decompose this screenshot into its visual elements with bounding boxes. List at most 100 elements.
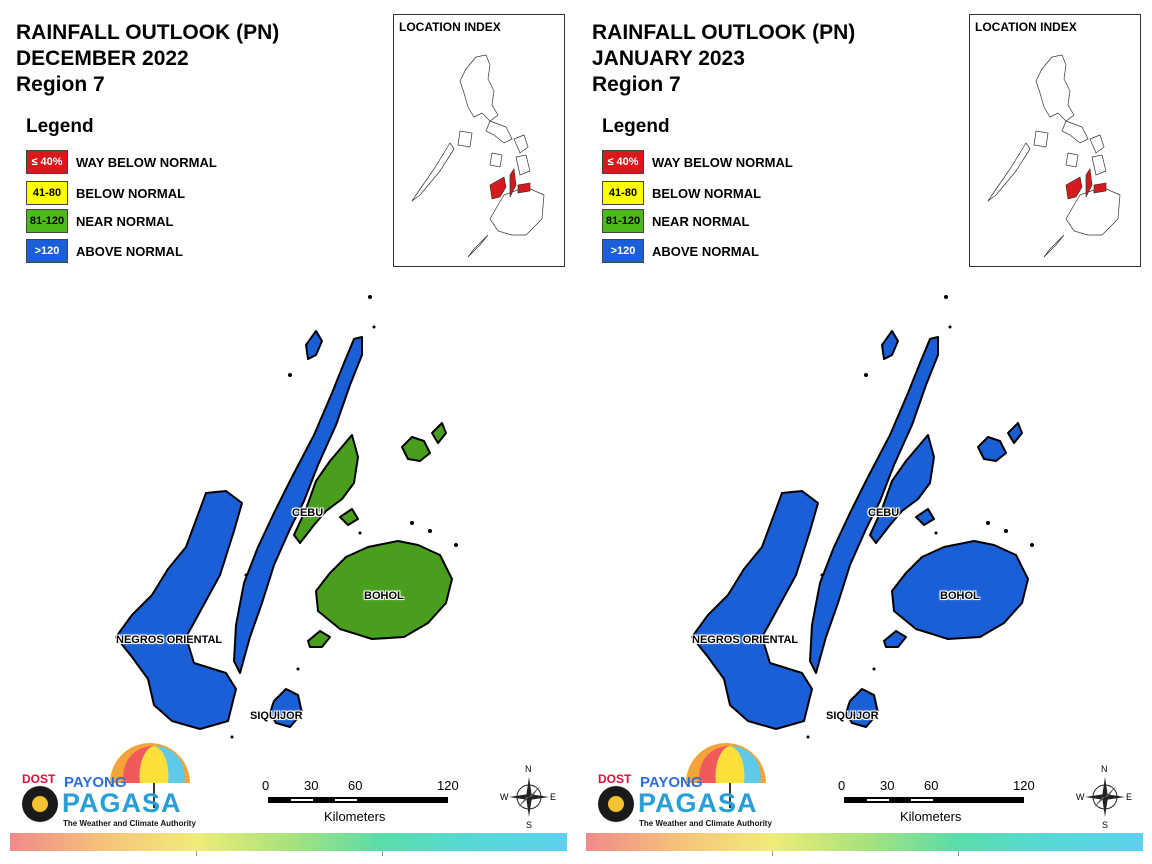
- province-label-bohol: BOHOL: [364, 590, 404, 602]
- legend-swatch: ≤ 40%: [602, 150, 644, 174]
- region7-map: [115, 295, 458, 739]
- compass-n: N: [1101, 764, 1108, 774]
- legend-label: NEAR NORMAL: [652, 213, 750, 229]
- pagasa-logo: DOST PAYONG PAGASA The Weather and Clima…: [590, 738, 780, 833]
- negros-oriental-shape: [115, 490, 243, 730]
- legend-label: ABOVE NORMAL: [76, 243, 183, 259]
- province-label-cebu: CEBU: [868, 507, 900, 519]
- legend-item-way-below: ≤ 40% WAY BELOW NORMAL: [602, 149, 793, 175]
- legend-item-below: 41-80 BELOW NORMAL: [602, 180, 761, 206]
- olango-islet: [915, 508, 935, 526]
- scale-bar: 0 30 60 120 Kilometers: [262, 778, 472, 826]
- scale-bar-graphic: [844, 797, 1024, 803]
- legend-swatch: ≤ 40%: [26, 150, 68, 174]
- philippines-index-map: [411, 54, 545, 258]
- title-line: RAINFALL OUTLOOK (PN): [16, 21, 280, 44]
- pagasa-text: PAGASA: [638, 788, 758, 818]
- scale-bar: 0 30 60 120 Kilometers: [838, 778, 1048, 826]
- bantayan-island: [881, 330, 899, 360]
- siquijor-shape: [845, 688, 879, 728]
- compass-w: W: [500, 792, 509, 802]
- footer-tick: [958, 851, 959, 856]
- location-index-title: LOCATION INDEX: [975, 20, 1077, 34]
- scale-tick: 0: [838, 778, 846, 793]
- legend-label: WAY BELOW NORMAL: [76, 154, 217, 170]
- payong-text: PAYONG: [64, 774, 127, 791]
- legend-swatch: 41-80: [26, 181, 68, 205]
- province-label-bohol: BOHOL: [940, 590, 980, 602]
- legend-swatch: 81-120: [26, 209, 68, 233]
- cebu-shape: [809, 336, 939, 674]
- scale-tick: 120: [437, 778, 459, 793]
- cebu-north-shape: [293, 434, 359, 544]
- bohol-islet: [307, 630, 331, 648]
- title-month: DECEMBER 2022: [16, 47, 189, 70]
- pagasa-tagline: The Weather and Climate Authority: [639, 819, 772, 828]
- title-month: JANUARY 2023: [592, 47, 745, 70]
- outlook-panel-december: RAINFALL OUTLOOK (PN) DECEMBER 2022 Regi…: [10, 14, 567, 856]
- legend-swatch: >120: [602, 239, 644, 263]
- legend-title: Legend: [26, 116, 94, 137]
- legend-item-near: 81-120 NEAR NORMAL: [26, 208, 174, 234]
- location-index-inset: LOCATION INDEX: [393, 14, 565, 267]
- bohol-shape: [315, 540, 453, 640]
- pagasa-tagline: The Weather and Climate Authority: [63, 819, 196, 828]
- bohol-shape: [891, 540, 1029, 640]
- compass-n: N: [525, 764, 532, 774]
- legend-swatch: >120: [26, 239, 68, 263]
- location-index-title: LOCATION INDEX: [399, 20, 501, 34]
- north-arrow-icon: N S E W: [1076, 764, 1134, 830]
- legend-label: BELOW NORMAL: [76, 185, 186, 201]
- compass-e: E: [550, 792, 557, 802]
- footer-gradient-bar: [10, 833, 567, 851]
- compass-s: S: [1102, 820, 1109, 830]
- province-label-cebu: CEBU: [292, 507, 324, 519]
- cebu-shape: [233, 336, 363, 674]
- legend-label: BELOW NORMAL: [652, 185, 762, 201]
- map-title: RAINFALL OUTLOOK (PN) JANUARY 2023 Regio…: [592, 20, 855, 98]
- legend-item-below: 41-80 BELOW NORMAL: [26, 180, 185, 206]
- footer-tick: [196, 851, 197, 856]
- scale-unit: Kilometers: [900, 809, 962, 824]
- camotes-islands: [401, 436, 431, 462]
- title-region: Region 7: [16, 73, 105, 96]
- outlook-panel-january: RAINFALL OUTLOOK (PN) JANUARY 2023 Regio…: [576, 0, 1152, 864]
- scale-unit: Kilometers: [324, 809, 386, 824]
- scale-tick: 60: [924, 778, 939, 793]
- province-label-siquijor: SIQUIJOR: [826, 710, 879, 722]
- pagasa-text: PAGASA: [62, 788, 182, 818]
- title-line: RAINFALL OUTLOOK (PN): [592, 21, 856, 44]
- pagasa-logo: DOST PAYONG PAGASA The Weather and Clima…: [14, 738, 204, 833]
- bohol-islet: [883, 630, 907, 648]
- legend-item-above: >120 ABOVE NORMAL: [26, 238, 183, 264]
- compass-w: W: [1076, 792, 1085, 802]
- umbrella-icon: [22, 743, 190, 822]
- legend-label: NEAR NORMAL: [76, 213, 174, 229]
- dost-text: DOST: [598, 772, 632, 786]
- province-label-negros-oriental: NEGROS ORIENTAL: [116, 634, 223, 646]
- legend-item-above: >120 ABOVE NORMAL: [602, 238, 759, 264]
- scale-tick: 30: [880, 778, 895, 793]
- siquijor-shape: [269, 688, 303, 728]
- philippines-index-map: [987, 54, 1121, 258]
- map-title: RAINFALL OUTLOOK (PN) DECEMBER 2022 Regi…: [16, 20, 279, 98]
- negros-oriental-shape: [691, 490, 819, 730]
- umbrella-icon: [598, 743, 766, 822]
- compass-e: E: [1126, 792, 1133, 802]
- scale-tick: 120: [1013, 778, 1035, 793]
- legend-item-near: 81-120 NEAR NORMAL: [602, 208, 750, 234]
- payong-text: PAYONG: [640, 774, 703, 791]
- scale-tick: 30: [304, 778, 319, 793]
- bantayan-island: [305, 330, 323, 360]
- cebu-north-shape: [869, 434, 935, 544]
- province-label-siquijor: SIQUIJOR: [250, 710, 303, 722]
- scale-tick: 60: [348, 778, 363, 793]
- dost-text: DOST: [22, 772, 56, 786]
- legend-label: ABOVE NORMAL: [652, 243, 759, 259]
- camotes-islands-2: [1007, 422, 1023, 444]
- province-label-negros-oriental: NEGROS ORIENTAL: [692, 634, 799, 646]
- scale-bar-graphic: [268, 797, 448, 803]
- olango-islet: [339, 508, 359, 526]
- legend-swatch: 81-120: [602, 209, 644, 233]
- region7-map: [691, 295, 1034, 739]
